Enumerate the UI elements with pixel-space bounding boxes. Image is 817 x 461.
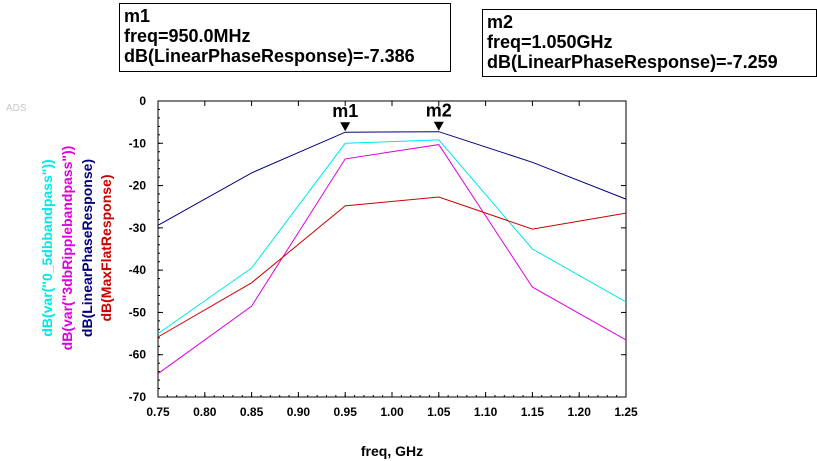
x-tick-label: 1.05 <box>427 405 451 419</box>
y-tick-label: 0 <box>139 94 146 108</box>
plot-frame <box>157 100 627 398</box>
marker-value: dB(LinearPhaseResponse)=-7.259 <box>487 52 778 72</box>
y-tick-label: -50 <box>129 305 147 319</box>
y-tick-label: -40 <box>129 263 147 277</box>
marker-label: m1 <box>332 101 358 121</box>
series-line <box>157 144 627 375</box>
y-axis-series-label: dB(MaxFlatResponse) <box>98 174 114 321</box>
x-tick-label: 1.00 <box>380 405 404 419</box>
marker-box-m2: m2 freq=1.050GHz dB(LinearPhaseResponse)… <box>482 9 817 77</box>
series-line <box>157 139 627 335</box>
y-axis-series-label: dB(var("0_5dbbandpass")) <box>39 159 55 336</box>
marker-box-m1: m1 freq=950.0MHz dB(LinearPhaseResponse)… <box>119 3 451 72</box>
y-tick-label: -20 <box>129 179 147 193</box>
x-tick-label: 0.75 <box>146 405 170 419</box>
y-axis-series-label: dB(LinearPhaseResponse) <box>79 159 95 337</box>
x-tick-label: 0.95 <box>334 405 358 419</box>
series-group <box>157 131 627 375</box>
series-line <box>157 131 627 226</box>
y-tick-label: -30 <box>129 221 147 235</box>
marker-name: m1 <box>124 6 151 26</box>
series-line <box>157 196 627 338</box>
x-tick-label: 1.20 <box>568 405 592 419</box>
x-axis-label: freq, GHz <box>361 443 423 459</box>
y-tick-label: -60 <box>129 348 147 362</box>
y-tick-label: -10 <box>129 136 147 150</box>
x-tick-label: 0.85 <box>240 405 264 419</box>
marker-triangle <box>433 121 444 131</box>
marker-label: m2 <box>426 101 452 121</box>
ads-watermark: ADS <box>6 103 27 114</box>
x-tick-label: 1.10 <box>474 405 498 419</box>
x-tick-label: 1.15 <box>521 405 545 419</box>
x-tick-label: 0.80 <box>193 405 217 419</box>
marker-name: m2 <box>487 12 514 32</box>
y-axis-series-label: dB(var("3dbRipplebandpass")) <box>59 146 75 351</box>
marker-freq: freq=1.050GHz <box>487 32 613 52</box>
x-tick-label: 1.25 <box>614 405 638 419</box>
marker-triangle <box>340 122 351 132</box>
marker-freq: freq=950.0MHz <box>124 26 251 46</box>
y-tick-label: -70 <box>129 390 147 404</box>
marker-value: dB(LinearPhaseResponse)=-7.386 <box>124 46 415 66</box>
x-tick-label: 0.90 <box>287 405 311 419</box>
